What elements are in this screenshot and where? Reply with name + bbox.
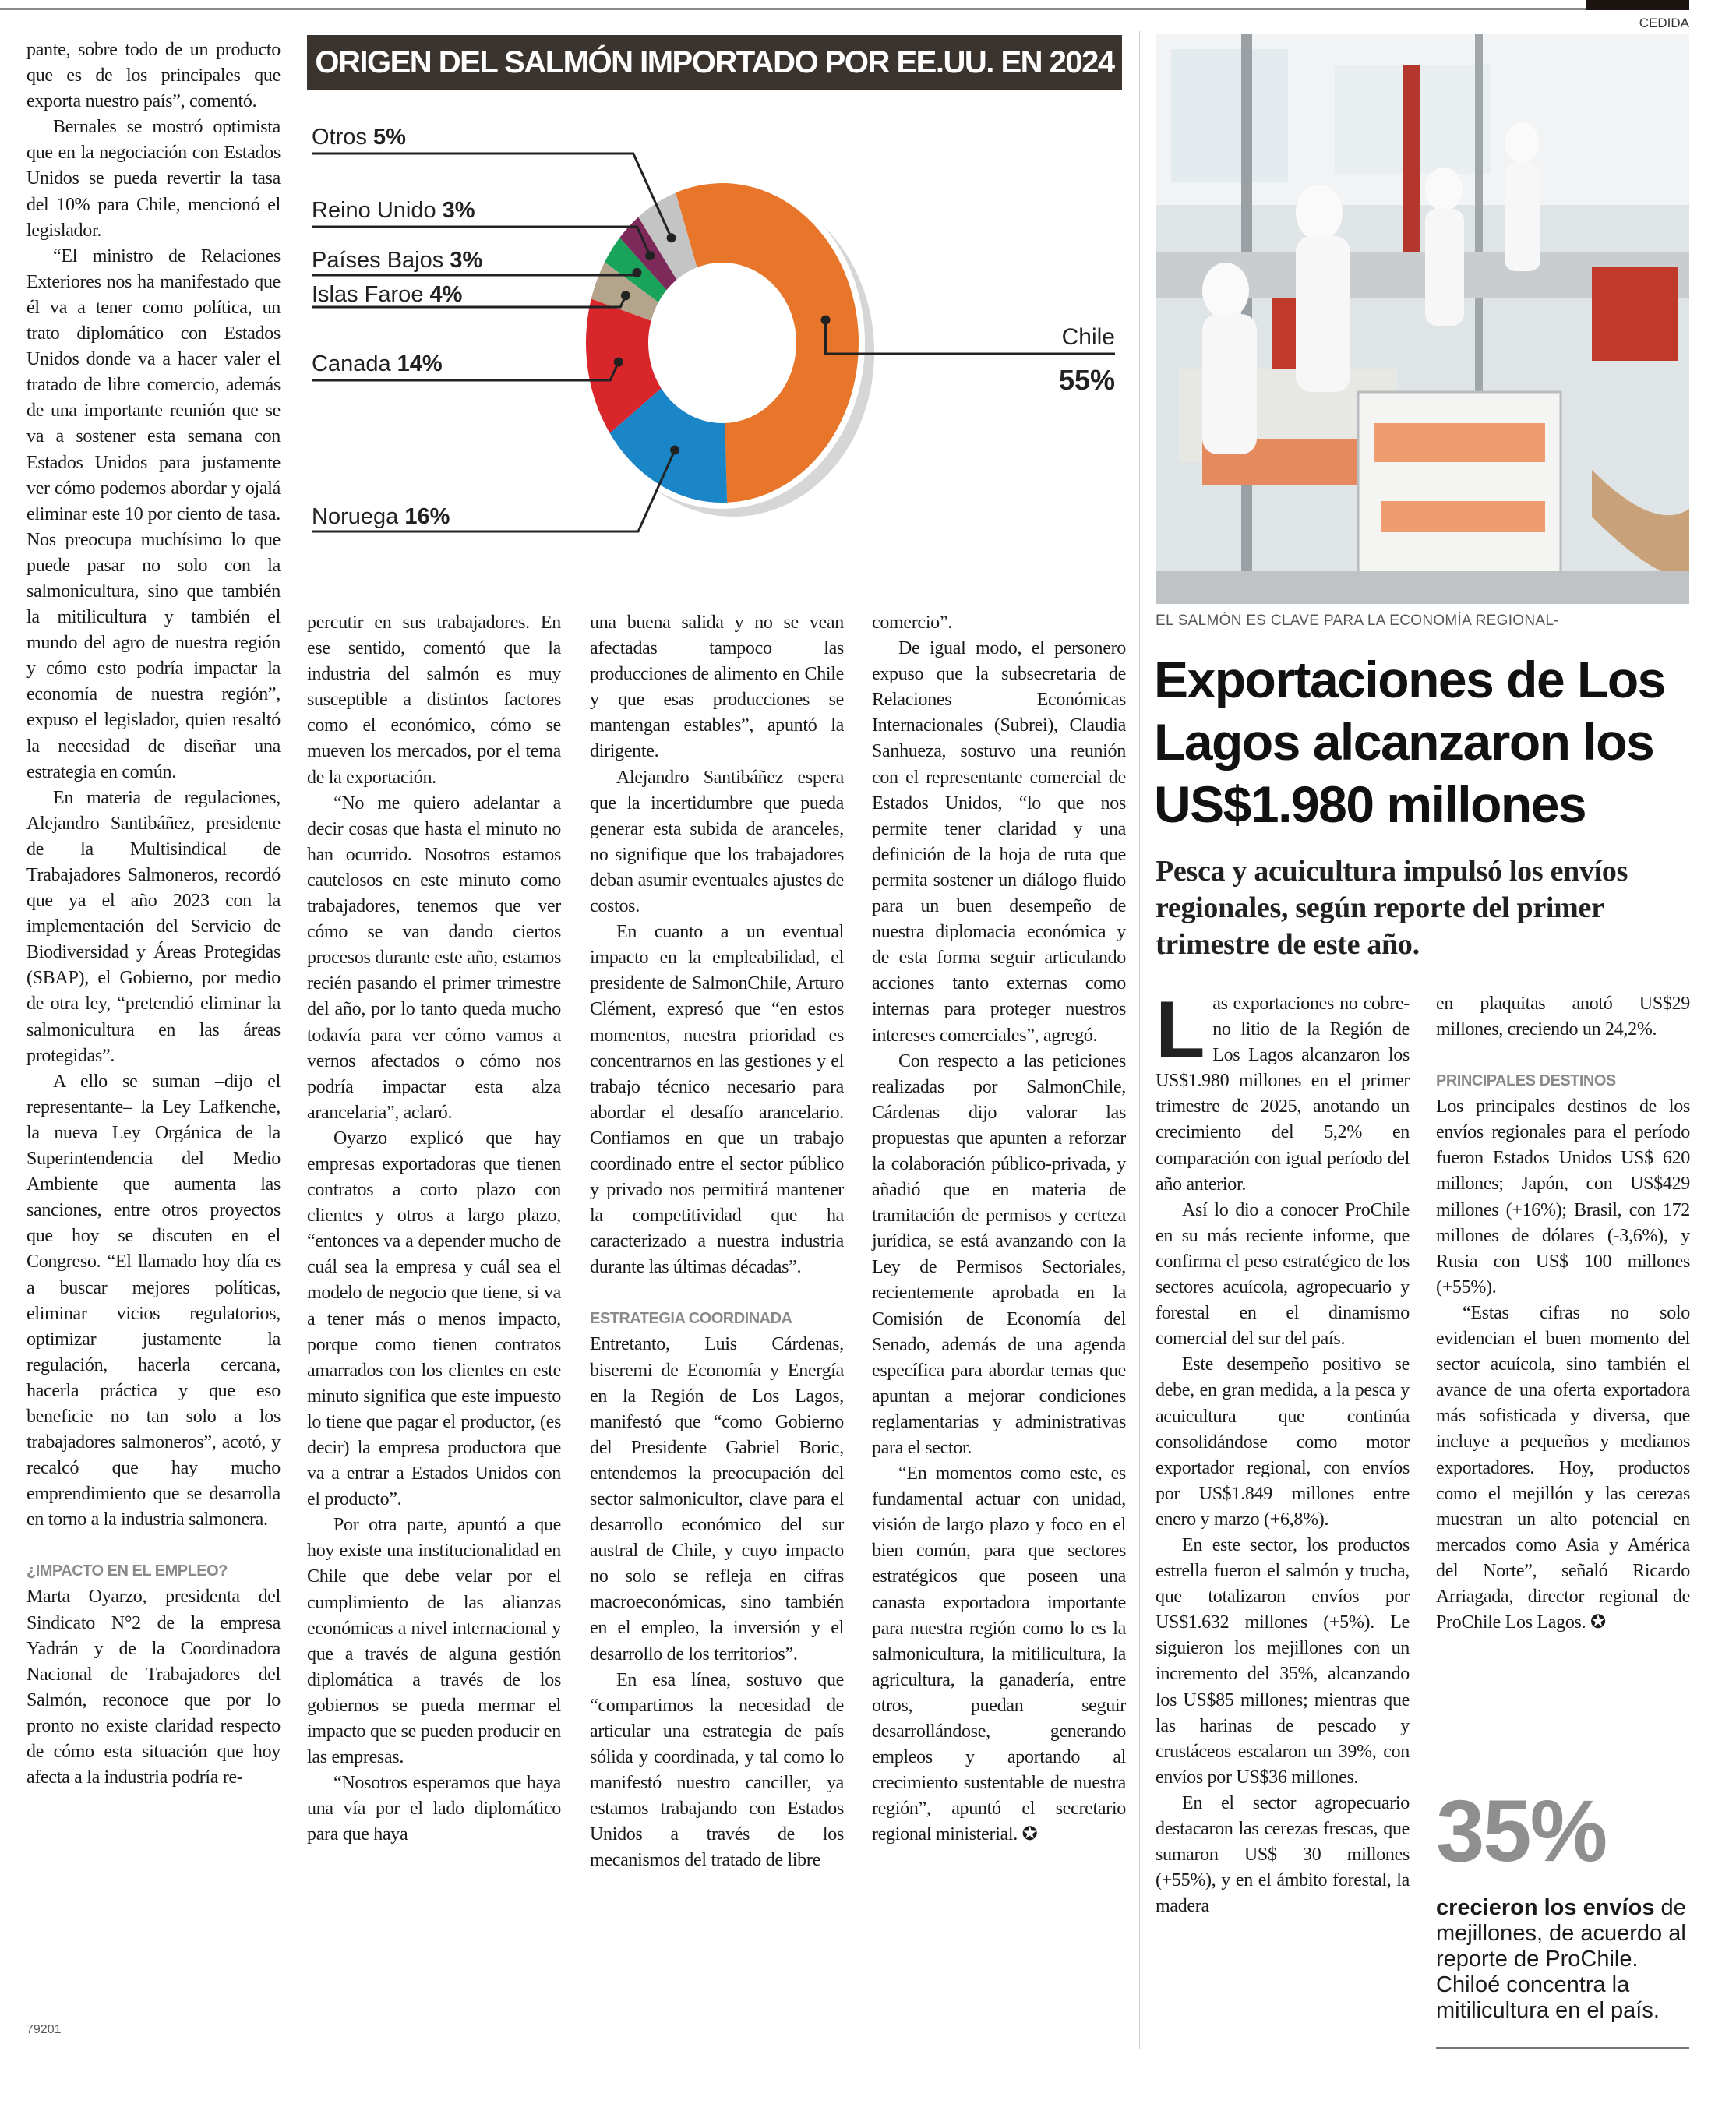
paragraph: “Estas cifras no solo evidencian el buen… [1436, 1302, 1690, 1633]
leader-dot-islas-faroe [620, 291, 630, 301]
leader-line-reino-unido [312, 225, 651, 256]
label-países-bajos: Países Bajos 3% [312, 248, 482, 273]
photo-caption: EL SALMÓN ES CLAVE PARA LA ECONOMÍA REGI… [1156, 612, 1559, 629]
paragraph: percutir en sus trabajadores. En ese sen… [307, 612, 561, 788]
paragraph: Bernales se mostró optimista que en la n… [26, 117, 281, 241]
paragraph: pante, sobre todo de un producto que es … [26, 40, 281, 112]
label-value: 14% [397, 351, 443, 376]
leader-dot-países-bajos [632, 267, 642, 277]
paragraph: En materia de regulaciones, Alejandro Sa… [26, 787, 281, 1066]
label-value: 3% [450, 248, 482, 273]
paragraph: Por otra parte, apuntó a que hoy existe … [307, 1515, 561, 1768]
donut-slice-canada [586, 298, 662, 433]
label-reino-unido: Reino Unido 3% [312, 198, 475, 223]
leader-dot-noruega [670, 445, 680, 455]
leader-dot-chile [820, 315, 831, 325]
paragraph: “Nosotros esperamos que haya una vía por… [307, 1773, 561, 1845]
stat-caption-bold: crecieron los envíos [1436, 1895, 1655, 1920]
paragraph: Los principales destinos de los envíos r… [1436, 1096, 1690, 1297]
label-value: 16% [404, 504, 450, 529]
stat-value: 35% [1436, 1782, 1607, 1880]
column-divider [1139, 31, 1140, 2049]
leader-line-canada [312, 362, 620, 382]
label-otros: Otros 5% [312, 125, 406, 150]
chart-title: ORIGEN DEL SALMÓN IMPORTADO POR EE.UU. E… [307, 35, 1122, 90]
photo-credit: CEDIDA [1639, 16, 1689, 30]
donut-slice-noruega [609, 388, 728, 503]
label-name: Noruega [312, 504, 404, 529]
section-subheading: PRINCIPALES DESTINOS [1436, 1072, 1616, 1090]
paragraph: Alejandro Santibáñez espera que la incer… [590, 767, 844, 917]
leader-dot-canada [613, 357, 623, 367]
paragraph: Este desempeño positivo se debe, en gran… [1156, 1354, 1410, 1530]
paragraph: En este sector, los productos estrella f… [1156, 1534, 1410, 1788]
stat-caption-text: de mejillones, de acuerdo al reporte de … [1436, 1895, 1686, 2023]
paragraph: En el sector agropecuario destacaron las… [1156, 1792, 1410, 1917]
paragraph: A ello se suman –dijo el representante– … [26, 1071, 281, 1530]
chart-canvas: Chile 55% Noruega 16% Canada 14% Islas Faroe… [312, 125, 1115, 533]
paragraph: Marta Oyarzo, presidenta del Sindicato N… [26, 1587, 281, 1788]
paragraph: una buena salida y no se vean afectadas … [590, 612, 844, 762]
section-subheading: ESTRATEGIA COORDINADA [590, 1310, 792, 1328]
paragraph: En cuanto a un eventual impacto en la em… [590, 922, 844, 1278]
label-noruega: Noruega 16% [312, 504, 450, 529]
label-canada: Canada 14% [312, 351, 443, 376]
leader-dot-otros [666, 233, 676, 243]
leader-line-países-bajos [312, 272, 638, 277]
label-islas-faroe: Islas Faroe 4% [312, 282, 463, 307]
leader-line-otros [312, 152, 672, 238]
paragraph: De igual modo, el personero expuso que l… [872, 638, 1126, 1046]
page-id: 79201 [26, 2023, 62, 2036]
top-rule [0, 8, 1586, 10]
donut-chart: ORIGEN DEL SALMÓN IMPORTADO POR EE.UU. E… [307, 35, 1122, 545]
paragraph: “No me quiero adelantar a decir cosas qu… [307, 793, 561, 1123]
paragraph: comercio”. [872, 612, 952, 633]
label-name: Países Bajos [312, 248, 450, 273]
section-subheading: ¿IMPACTO EN EL EMPLEO? [26, 1562, 228, 1580]
article-column-6: en plaquitas anotó US$29 millones, creci… [1436, 991, 1690, 1636]
drop-cap: L [1156, 985, 1205, 1075]
label-chile: Chile [1062, 324, 1115, 350]
article-column-3: una buena salida y no se vean afectadas … [590, 610, 844, 1873]
leader-dot-reino-unido [645, 251, 655, 261]
stat-caption: crecieron los envíos de mejillones, de a… [1436, 1895, 1701, 2024]
label-value: 3% [443, 198, 475, 223]
paragraph: en plaquitas anotó US$29 millones, creci… [1436, 994, 1690, 1040]
label-value: 5% [373, 125, 406, 150]
column-5-body: as exportaciones no cobre-no litio de la… [1156, 991, 1410, 1919]
article-column-4: comercio”. De igual modo, el personero ex… [872, 610, 1126, 1848]
paragraph: “El ministro de Relaciones Exteriores no… [26, 245, 281, 782]
label-name: Canada [312, 351, 397, 376]
label-value: 4% [430, 282, 463, 307]
paragraph: En esa línea, sostuvo que “compartimos l… [590, 1669, 844, 1871]
paragraph: Entretanto, Luis Cárdenas, biseremi de E… [590, 1334, 844, 1664]
paragraph: Oyarzo explicó que hay empresas exportad… [307, 1128, 561, 1510]
section-tab-block [1586, 0, 1689, 10]
subheadline: Pesca y acuicultura impulsó los envíos r… [1156, 855, 1628, 961]
paragraph: “En momentos como este, es fundamental a… [872, 1463, 1126, 1845]
label-name: Reino Unido [312, 198, 443, 223]
headline: Exportaciones de Los Lagos alcanzaron lo… [1154, 651, 1666, 833]
label-name: Islas Faroe [312, 282, 430, 307]
paragraph: Así lo dio a conocer ProChile en su más … [1156, 1199, 1410, 1350]
donut-slice-chile [676, 183, 859, 503]
paragraph: Con respecto a las peticiones realizadas… [872, 1050, 1126, 1458]
stat-rule [1436, 2047, 1689, 2049]
article-column-1: pante, sobre todo de un producto que es … [26, 37, 281, 1791]
salmon-plant-photo [1156, 34, 1689, 604]
leader-line-chile [824, 319, 1115, 355]
label-name: Otros [312, 125, 373, 150]
value-chile: 55% [1059, 364, 1115, 396]
factory-photo-illustration [1156, 34, 1689, 604]
article-column-2: percutir en sus trabajadores. En ese sen… [307, 610, 561, 1848]
leader-line-noruega [312, 449, 676, 533]
article-column-5: L as exportaciones no cobre-no litio de … [1156, 985, 1410, 1919]
paragraph: as exportaciones no cobre-no litio de la… [1156, 994, 1410, 1195]
